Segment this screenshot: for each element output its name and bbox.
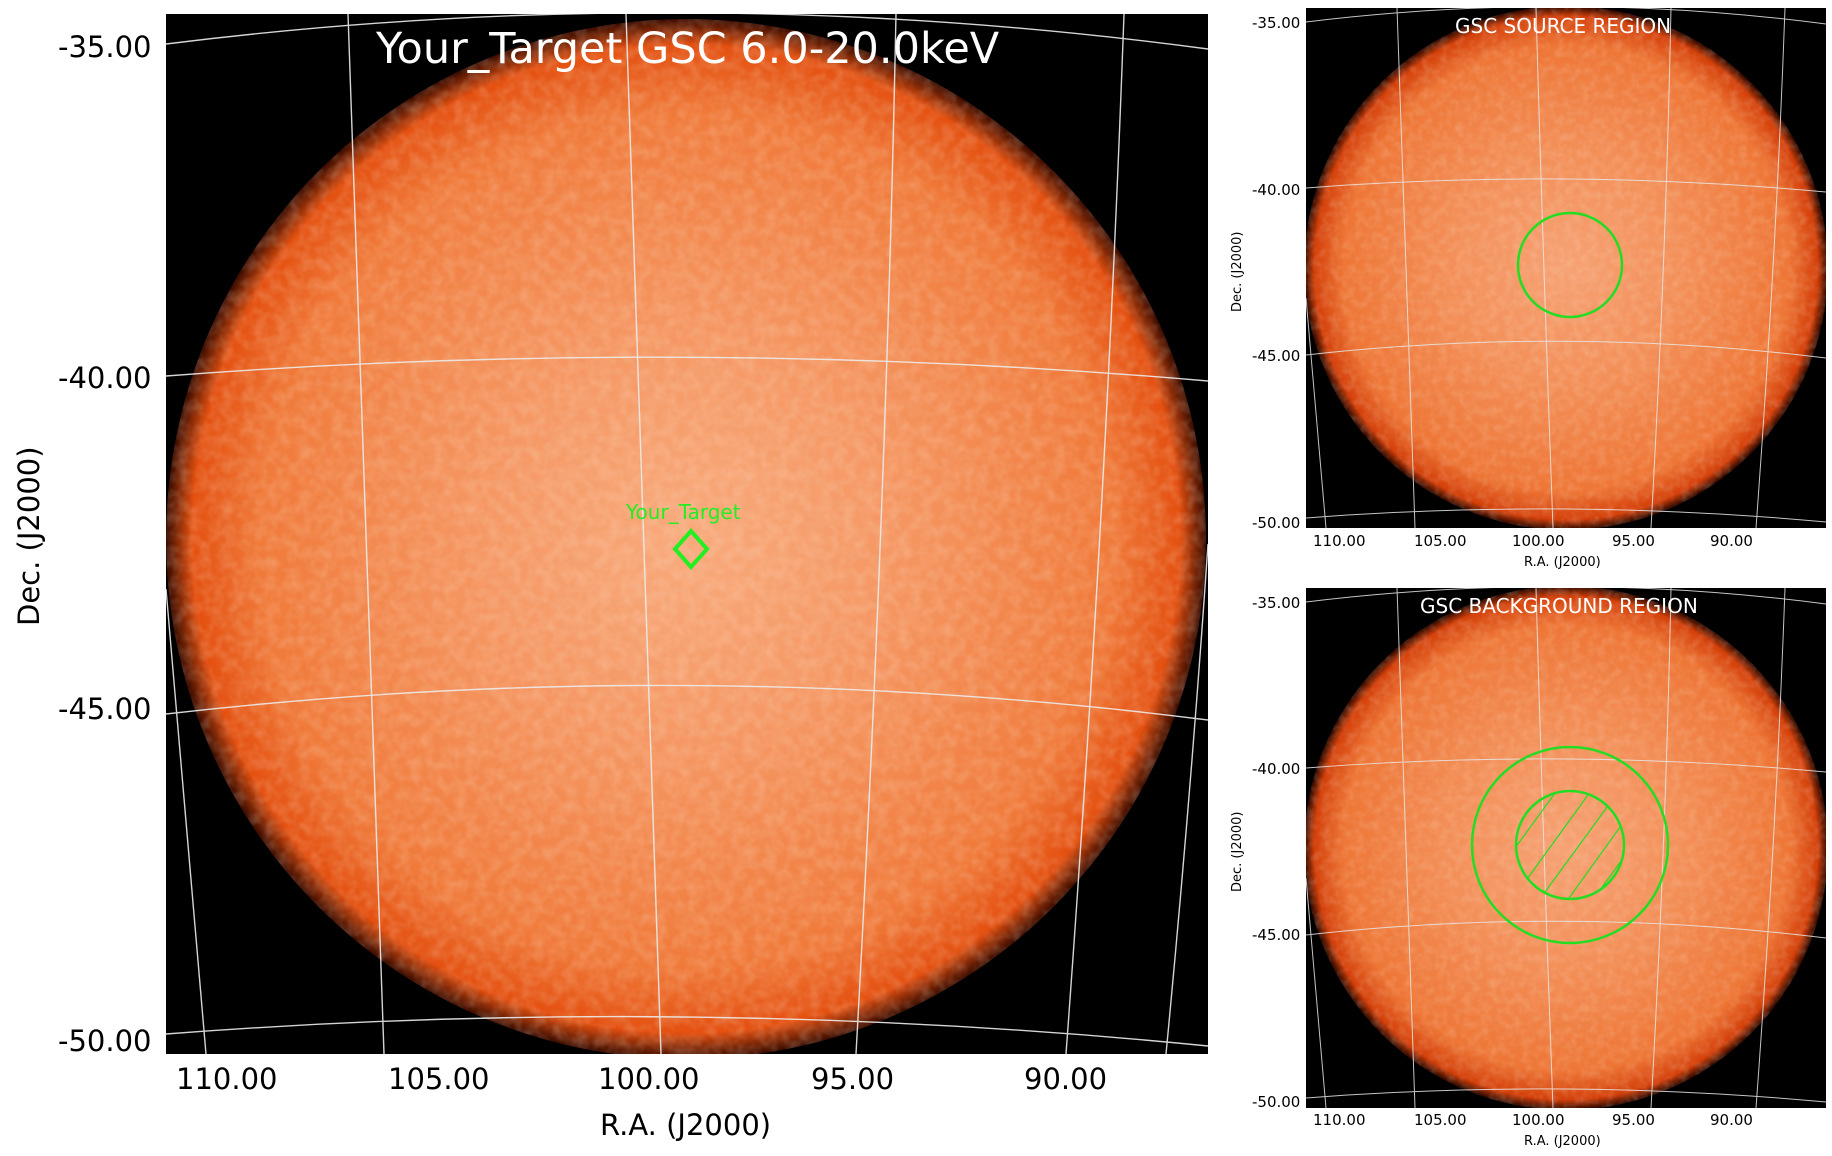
background-outer-circle (1470, 745, 1670, 945)
source-panel-title: GSC SOURCE REGION (1455, 14, 1672, 38)
background-sky-image: GSC BACKGROUND REGION (1306, 588, 1826, 1108)
main-dec-tick: -50.00 (58, 1024, 152, 1058)
main-dec-tick: -40.00 (58, 361, 152, 395)
background-dec-tick: -35.00 (1252, 594, 1301, 612)
source-dec-tick: -50.00 (1252, 514, 1301, 532)
source-dec-tick: -40.00 (1252, 181, 1301, 199)
source-xlabel: R.A. (J2000) (1524, 555, 1601, 570)
main-sky-image: Your_Target GSC 6.0-20.0keV Your_Target (166, 14, 1208, 1054)
background-panel-title: GSC BACKGROUND REGION (1420, 594, 1698, 618)
background-dec-tick: -50.00 (1252, 1093, 1301, 1111)
source-sky-image: GSC SOURCE REGION (1306, 8, 1826, 528)
background-ra-tick: 90.00 (1710, 1111, 1753, 1129)
main-dec-tick: -45.00 (58, 692, 152, 726)
source-ra-tick: 110.00 (1313, 532, 1366, 550)
source-ra-tick: 90.00 (1710, 532, 1753, 550)
source-sky-svg (1306, 8, 1826, 528)
main-sky-svg (166, 14, 1208, 1054)
source-ra-tick: 95.00 (1612, 532, 1655, 550)
background-dec-tick: -40.00 (1252, 760, 1301, 778)
target-label: Your_Target (626, 500, 741, 524)
background-xlabel: R.A. (J2000) (1524, 1134, 1601, 1149)
source-dec-tick: -45.00 (1252, 347, 1301, 365)
main-ra-tick: 90.00 (1024, 1062, 1108, 1096)
target-marker-diamond (672, 527, 710, 571)
background-ra-tick: 105.00 (1414, 1111, 1467, 1129)
background-ra-tick: 100.00 (1512, 1111, 1565, 1129)
main-ra-tick: 110.00 (176, 1062, 278, 1096)
main-title: Your_Target GSC 6.0-20.0keV (376, 24, 1000, 74)
main-ylabel: Dec. (J2000) (12, 446, 46, 626)
main-ra-tick: 105.00 (388, 1062, 490, 1096)
main-xlabel: R.A. (J2000) (600, 1108, 772, 1142)
background-sky-svg (1306, 588, 1826, 1108)
main-ra-tick: 100.00 (598, 1062, 700, 1096)
coordinate-grid (1306, 588, 1826, 1108)
coordinate-grid (1306, 8, 1826, 528)
main-dec-tick: -35.00 (58, 30, 152, 64)
background-ra-tick: 95.00 (1612, 1111, 1655, 1129)
background-ra-tick: 110.00 (1313, 1111, 1366, 1129)
background-ylabel: Dec. (J2000) (1230, 811, 1245, 892)
source-region-circle (1516, 211, 1624, 319)
background-inner-circle (1514, 789, 1626, 901)
source-dec-tick: -35.00 (1252, 14, 1301, 32)
main-ra-tick: 95.00 (811, 1062, 895, 1096)
source-ra-tick: 100.00 (1512, 532, 1565, 550)
background-dec-tick: -45.00 (1252, 926, 1301, 944)
source-ylabel: Dec. (J2000) (1230, 231, 1245, 312)
source-ra-tick: 105.00 (1414, 532, 1467, 550)
